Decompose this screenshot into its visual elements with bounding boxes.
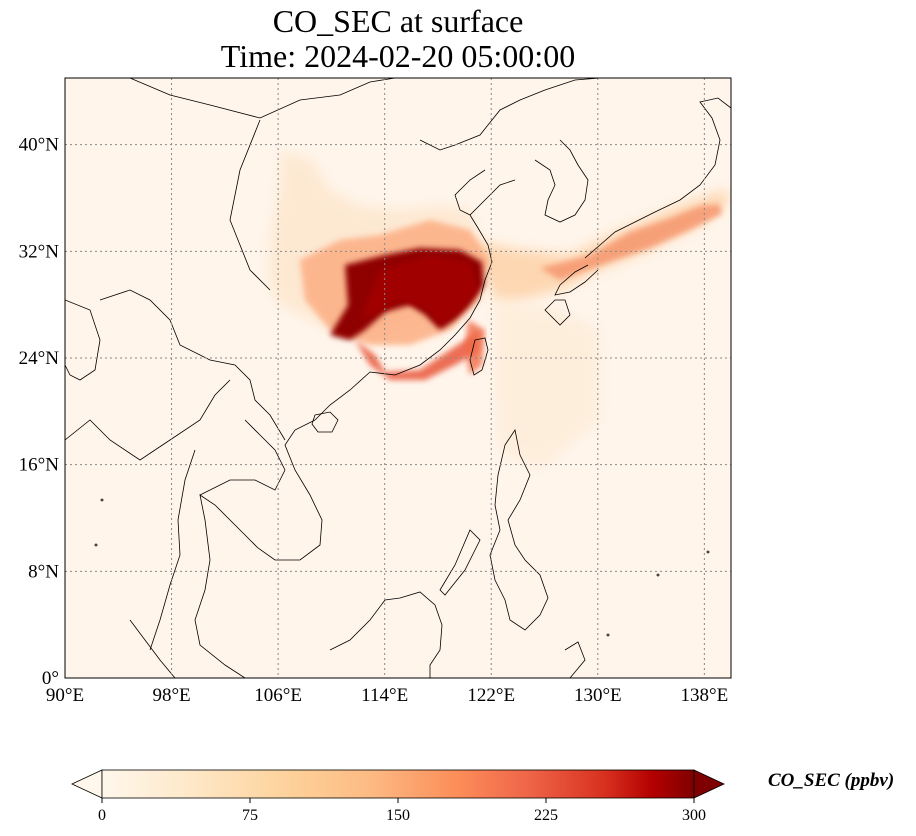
colorbar-gradient — [101, 769, 695, 799]
chart-title: CO_SEC at surface Time: 2024-02-20 05:00… — [65, 4, 731, 74]
colorbar-extend-high — [693, 769, 725, 799]
plume-ocean-faint — [495, 300, 600, 470]
lon-tick-label: 122°E — [467, 685, 515, 706]
colorbar-ticks: 0 75 150 225 300 — [98, 798, 706, 824]
colorbar-tick-label: 225 — [534, 807, 558, 824]
lon-tick-label: 130°E — [574, 685, 622, 706]
colorbar-tick-label: 75 — [242, 807, 258, 824]
colorbar-tick-label: 150 — [386, 807, 410, 824]
tick-labels: 90°E 98°E 106°E 114°E 122°E 130°E 138°E 0° 8°N 16… — [19, 135, 729, 706]
lon-tick-label: 90°E — [46, 685, 84, 706]
concentration-field — [268, 150, 731, 470]
lat-tick-label: 32°N — [19, 241, 60, 262]
lon-tick-label: 114°E — [361, 685, 408, 706]
lon-tick-label: 98°E — [152, 685, 190, 706]
coastlines — [65, 78, 731, 678]
lat-tick-label: 8°N — [28, 561, 59, 582]
colorbar-tick-label: 0 — [98, 807, 106, 824]
plume-core-bright — [360, 255, 478, 325]
title-line-variable: CO_SEC at surface — [272, 3, 524, 39]
lat-tick-label: 16°N — [19, 455, 60, 476]
lon-tick-label: 138°E — [681, 685, 729, 706]
lon-tick-label: 106°E — [254, 685, 302, 706]
plume-south-coast — [355, 330, 480, 380]
colorbar-tick-label: 300 — [682, 807, 706, 824]
lat-tick-label: 0° — [42, 668, 59, 689]
colorbar: 0 75 150 225 300 — [71, 769, 725, 824]
colorbar-label: CO_SEC (ppbv) — [768, 770, 895, 791]
gridlines — [65, 78, 731, 678]
title-line-time: Time: 2024-02-20 05:00:00 — [220, 38, 576, 74]
map-frame — [64, 77, 732, 679]
colorbar-extend-low — [71, 769, 103, 799]
plume-japan — [540, 204, 722, 280]
lat-tick-label: 24°N — [19, 348, 60, 369]
lat-tick-label: 40°N — [19, 135, 60, 156]
